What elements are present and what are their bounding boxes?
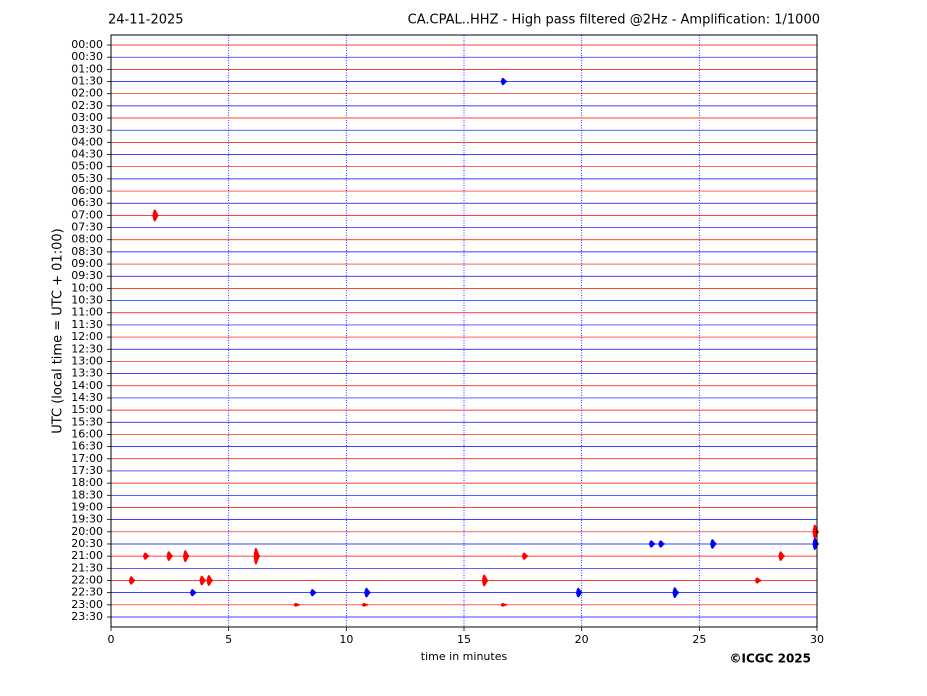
seismic-event (293, 603, 301, 607)
seismic-event (182, 550, 190, 563)
seismic-event (575, 587, 583, 598)
y-tick-label: 23:00 (71, 598, 103, 611)
y-tick-label: 01:30 (71, 75, 103, 88)
seismic-event (189, 589, 197, 597)
y-tick-label: 00:00 (71, 38, 103, 51)
y-tick-label: 06:00 (71, 184, 103, 197)
seismic-event (253, 547, 261, 565)
y-tick-label: 10:00 (71, 281, 103, 294)
chart-date: 24-11-2025 (108, 13, 184, 28)
seismic-event (672, 587, 680, 598)
seismic-event (128, 576, 136, 585)
y-tick-label: 12:30 (71, 342, 103, 355)
seismic-event (500, 603, 508, 607)
y-tick-label: 02:30 (71, 99, 103, 112)
y-tick-label: 22:30 (71, 586, 103, 599)
chart-title: CA.CPAL..HHZ - High pass filtered @2Hz -… (408, 13, 820, 28)
y-tick-label: 20:00 (71, 525, 103, 538)
y-tick-label: 08:00 (71, 233, 103, 246)
y-tick-label: 04:30 (71, 148, 103, 161)
y-tick-label: 08:30 (71, 245, 103, 258)
y-tick-label: 20:30 (71, 537, 103, 550)
seismic-event (812, 538, 820, 550)
seismic-event (648, 540, 656, 548)
y-tick-label: 01:00 (71, 62, 103, 75)
y-tick-label: 21:30 (71, 561, 103, 574)
seismic-event (310, 589, 317, 597)
y-tick-label: 11:00 (71, 306, 103, 319)
y-tick-label: 09:00 (71, 257, 103, 270)
seismic-event (500, 77, 508, 86)
seismic-event (152, 209, 159, 222)
y-tick-label: 19:00 (71, 500, 103, 513)
y-tick-label: 07:00 (71, 208, 103, 221)
x-tick-label: 20 (575, 633, 589, 646)
y-tick-label: 06:30 (71, 196, 103, 209)
y-tick-label: 04:00 (71, 135, 103, 148)
y-tick-label: 16:00 (71, 427, 103, 440)
y-tick-label: 10:30 (71, 294, 103, 307)
seismic-event (481, 574, 489, 587)
y-tick-label: 21:00 (71, 549, 103, 562)
y-tick-label: 03:00 (71, 111, 103, 124)
x-tick-label: 15 (457, 633, 471, 646)
y-tick-label: 23:30 (71, 610, 103, 623)
y-tick-label: 17:00 (71, 452, 103, 465)
seismic-event (206, 575, 214, 586)
credit: ©ICGC 2025 (729, 652, 811, 666)
x-tick-label: 5 (225, 633, 232, 646)
seismic-event (166, 551, 174, 561)
y-tick-label: 11:30 (71, 318, 103, 331)
y-tick-label: 14:30 (71, 391, 103, 404)
seismic-event (754, 577, 762, 584)
seismic-event (812, 524, 820, 539)
seismic-event (361, 603, 369, 607)
y-tick-label: 15:00 (71, 403, 103, 416)
y-tick-label: 00:30 (71, 50, 103, 63)
seismic-event (521, 552, 529, 560)
y-tick-label: 07:30 (71, 221, 103, 234)
seismic-event (778, 551, 785, 561)
seismic-event (142, 552, 150, 560)
x-tick-label: 25 (692, 633, 706, 646)
y-tick-label: 03:30 (71, 123, 103, 136)
y-tick-label: 22:00 (71, 573, 103, 586)
y-tick-label: 18:30 (71, 488, 103, 501)
y-tick-label: 05:00 (71, 160, 103, 173)
y-tick-label: 09:30 (71, 269, 103, 282)
y-tick-label: 12:00 (71, 330, 103, 343)
seismic-event (199, 575, 207, 586)
y-axis-label: UTC (local time = UTC + 01:00) (51, 228, 66, 433)
y-tick-label: 05:30 (71, 172, 103, 185)
y-tick-label: 18:00 (71, 476, 103, 489)
x-tick-label: 10 (339, 633, 353, 646)
x-axis-label: time in minutes (421, 650, 508, 663)
y-tick-label: 14:00 (71, 379, 103, 392)
y-tick-label: 15:30 (71, 415, 103, 428)
y-tick-label: 13:30 (71, 367, 103, 380)
plot-frame (110, 34, 818, 628)
x-tick-label: 30 (810, 633, 824, 646)
y-tick-label: 19:30 (71, 513, 103, 526)
y-tick-label: 16:30 (71, 440, 103, 453)
seismic-event (710, 539, 717, 549)
y-tick-label: 02:00 (71, 87, 103, 100)
seismic-event (364, 587, 371, 598)
seismic-event (658, 540, 665, 548)
y-tick-label: 13:00 (71, 354, 103, 367)
y-tick-label: 17:30 (71, 464, 103, 477)
x-tick-label: 0 (108, 633, 115, 646)
